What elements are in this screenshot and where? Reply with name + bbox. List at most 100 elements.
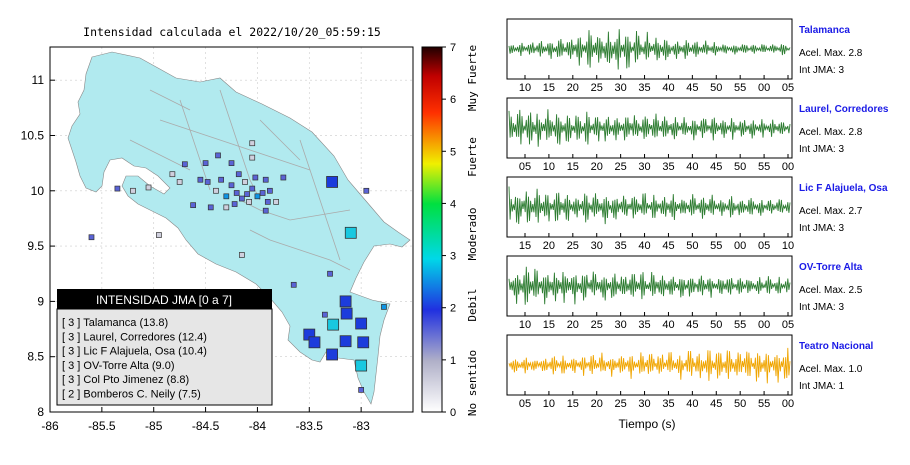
- waveform-tick-label: 50: [734, 398, 746, 410]
- station-accel: Acel. Max. 2.8: [799, 127, 863, 138]
- station-marker-small: [145, 184, 152, 191]
- waveform-tick-label: 10: [782, 240, 794, 252]
- colorbar-ticks: 0 1 2 3 4 5 6 7: [442, 42, 456, 419]
- station-marker-large: [339, 335, 352, 348]
- station-marker-small: [156, 232, 162, 238]
- waveform-tick-label: 15: [543, 319, 555, 331]
- station-marker-small: [176, 179, 183, 185]
- station-marker-small: [249, 140, 256, 147]
- waveform-tick-label: 10: [519, 82, 531, 94]
- station-marker-small: [169, 171, 176, 178]
- legend-body: [56, 308, 273, 406]
- waveform-panel: 15 20 25 30 35 40 45 50 55 00 05 10 Lic F Alajuela, …: [506, 176, 888, 252]
- waveform-tick-label: 50: [710, 82, 722, 94]
- waveform-tick-label: 55: [758, 161, 770, 173]
- waveform-tick-label: 30: [638, 161, 650, 173]
- waveform-tick-label: 30: [615, 319, 627, 331]
- colorbar-tick-label: 2: [450, 303, 456, 315]
- station-intensity: Int JMA: 3: [799, 144, 844, 155]
- colorbar-label: Debil: [466, 288, 479, 321]
- station-marker-small: [235, 171, 242, 178]
- legend-item: [ 2 ] Bomberos C. Neily (7.5): [62, 389, 201, 401]
- waveform-tick-label: 25: [567, 240, 579, 252]
- waveform-tick-label: 15: [519, 240, 531, 252]
- x-tick-label: -84: [249, 419, 267, 433]
- waveform-tick-label: 35: [662, 161, 674, 173]
- station-intensity: Int JMA: 3: [799, 302, 844, 313]
- station-marker-small: [231, 201, 238, 207]
- waveform-tick-label: 00: [758, 319, 770, 331]
- waveform-tick-label: 10: [519, 319, 531, 331]
- station-marker-small: [204, 179, 211, 185]
- colorbar-labels: No sentido Debil Moderado Fuerte Muy Fuerte: [466, 45, 479, 416]
- waveform-tick-label: 05: [782, 82, 794, 94]
- waveform-tick-label: 55: [734, 82, 746, 94]
- waveform-tick-label: 20: [591, 398, 603, 410]
- waveform-tick-label: 15: [543, 82, 555, 94]
- waveform-tick-label: 10: [543, 398, 555, 410]
- waveform-tick-label: 25: [615, 161, 627, 173]
- station-marker-small: [290, 281, 297, 288]
- colorbar-gradient: [421, 46, 443, 413]
- station-intensity: Int JMA: 3: [799, 223, 844, 234]
- station-marker-small: [228, 160, 235, 166]
- station-marker-small: [321, 311, 328, 318]
- waveform-panel: 10 15 20 25 30 35 40 45 50 55 00 05 OV-Torre Alta Ace…: [506, 255, 863, 331]
- colorbar-label: Fuerte: [466, 137, 479, 177]
- station-accel: Acel. Max. 2.7: [799, 206, 863, 217]
- station-marker-large: [326, 176, 339, 188]
- waveform-tick-label: 00: [782, 398, 794, 410]
- station-marker-small: [181, 161, 188, 168]
- station-accel: Acel. Max. 2.8: [799, 48, 863, 59]
- x-tick-label: -86: [41, 419, 59, 433]
- station-marker-small: [207, 204, 214, 211]
- station-marker-small: [273, 198, 279, 205]
- legend-item: [ 3 ] Talamanca (13.8): [62, 317, 168, 329]
- y-tick-label: 9: [37, 294, 44, 308]
- station-marker-small: [381, 304, 387, 310]
- station-marker-small: [197, 176, 204, 183]
- station-marker-large: [357, 336, 370, 349]
- station-marker-large: [327, 318, 340, 331]
- station-marker-large: [355, 359, 368, 372]
- waveform-frame: [506, 334, 793, 396]
- station-marker-small: [262, 207, 269, 214]
- waveform-tick-label: 25: [591, 82, 603, 94]
- waveform-tick-label: 05: [519, 161, 531, 173]
- waveform-panel: 05 10 15 20 25 30 35 40 45 50 55 00 Laurel, Corredor…: [506, 97, 889, 173]
- x-tick-label: -84.5: [192, 419, 220, 433]
- station-marker-small: [267, 187, 273, 194]
- station-intensity: Int JMA: 3: [799, 65, 844, 76]
- y-tick-label: 10.5: [21, 128, 45, 142]
- station-marker-small: [249, 185, 256, 192]
- x-tick-label: -85: [145, 419, 163, 433]
- station-name: Lic F Alajuela, Osa: [799, 183, 888, 194]
- waveform-tick-label: 50: [710, 319, 722, 331]
- station-marker-small: [264, 198, 271, 205]
- station-marker-large: [339, 295, 352, 308]
- station-name: Talamanca: [799, 25, 850, 36]
- colorbar-tick-label: 7: [450, 42, 456, 54]
- station-name: Teatro Nacional: [799, 341, 873, 352]
- station-marker-small: [223, 193, 230, 200]
- station-marker-small: [233, 190, 240, 196]
- legend-header-bg: [57, 289, 272, 309]
- station-marker-small: [202, 160, 209, 166]
- waveform-tick-label: 15: [567, 398, 579, 410]
- station-marker-small: [242, 179, 248, 185]
- station-marker-small: [358, 387, 364, 393]
- colorbar-label: Muy Fuerte: [466, 45, 479, 111]
- waveform-trace: [508, 109, 791, 147]
- waveform-tick-label: 35: [615, 240, 627, 252]
- station-marker-small: [239, 252, 245, 258]
- station-marker-small: [223, 204, 230, 211]
- legend-item: [ 3 ] Lic F Alajuela, Osa (10.4): [62, 346, 207, 358]
- map-title: Intensidad calculada el 2022/10/20_05:59…: [83, 25, 381, 39]
- station-marker-small: [215, 152, 221, 159]
- waveform-tick-label: 50: [686, 240, 698, 252]
- colorbar-tick-label: 1: [450, 355, 456, 367]
- station-marker-small: [114, 185, 121, 192]
- station-marker-small: [252, 174, 259, 181]
- station-marker-small: [88, 234, 95, 241]
